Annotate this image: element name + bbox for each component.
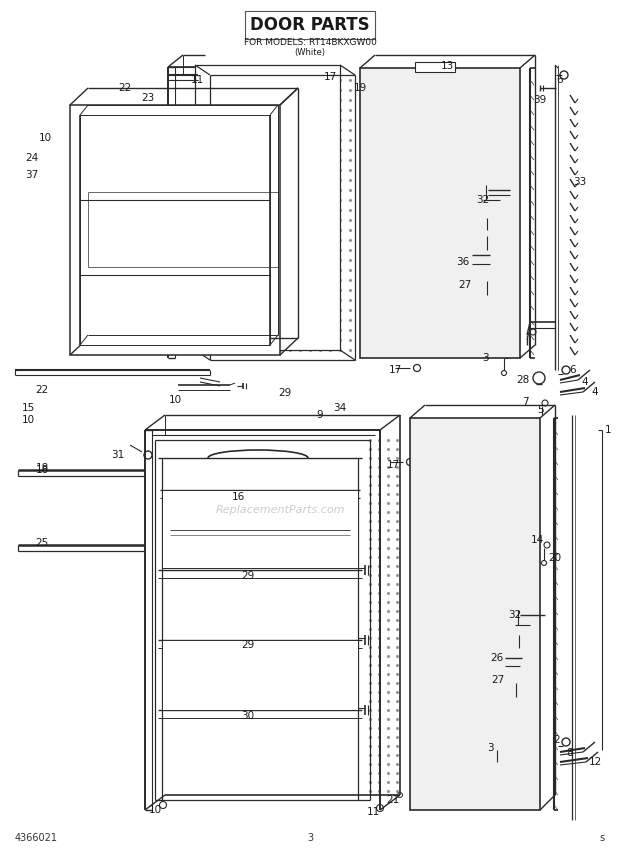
Text: 32: 32: [476, 195, 490, 205]
Text: 8: 8: [567, 748, 574, 758]
Text: 3: 3: [487, 743, 494, 753]
Text: (White): (White): [294, 47, 326, 56]
Circle shape: [533, 372, 545, 384]
Text: 6: 6: [570, 365, 577, 375]
Text: 29: 29: [241, 640, 255, 650]
Text: 10: 10: [38, 133, 51, 143]
Text: 33: 33: [574, 177, 587, 187]
Text: 27: 27: [492, 675, 505, 685]
Text: DOOR PARTS: DOOR PARTS: [250, 16, 370, 34]
Text: 16: 16: [231, 492, 245, 502]
Text: 15: 15: [21, 403, 35, 413]
Text: 29: 29: [241, 571, 255, 581]
Polygon shape: [162, 640, 358, 710]
Polygon shape: [70, 105, 280, 355]
Text: 3: 3: [482, 353, 489, 363]
Text: 25: 25: [35, 538, 48, 548]
Text: 17: 17: [324, 72, 337, 82]
Text: 11: 11: [190, 75, 203, 85]
Text: 23: 23: [141, 93, 154, 103]
Text: 19: 19: [353, 83, 366, 93]
Text: 21: 21: [386, 795, 400, 805]
Text: 4: 4: [591, 387, 598, 397]
Text: 22: 22: [35, 385, 48, 395]
Text: 17: 17: [388, 365, 402, 375]
Text: 4366021: 4366021: [15, 833, 58, 843]
Text: 39: 39: [533, 95, 547, 105]
Text: 1: 1: [604, 425, 611, 435]
Polygon shape: [360, 68, 520, 358]
Text: 13: 13: [440, 61, 454, 71]
Text: 30: 30: [241, 711, 255, 721]
Text: 18: 18: [35, 463, 48, 473]
Text: 22: 22: [118, 83, 131, 93]
Text: 32: 32: [508, 610, 521, 620]
Text: 4: 4: [582, 377, 588, 387]
Polygon shape: [415, 62, 455, 72]
Polygon shape: [410, 418, 540, 810]
Text: 17: 17: [386, 460, 400, 470]
Polygon shape: [195, 65, 340, 350]
Text: s: s: [600, 833, 605, 843]
Text: 12: 12: [588, 757, 601, 767]
Text: 9: 9: [317, 410, 323, 420]
Text: 20: 20: [549, 553, 562, 563]
Text: 10: 10: [148, 805, 162, 815]
Text: 27: 27: [458, 280, 472, 290]
Text: 31: 31: [112, 450, 125, 460]
Text: 34: 34: [334, 403, 347, 413]
Text: 28: 28: [516, 375, 529, 385]
Polygon shape: [162, 490, 358, 568]
Text: 26: 26: [490, 653, 503, 663]
Text: 6: 6: [557, 75, 564, 85]
Text: 18: 18: [35, 465, 48, 475]
Text: 3: 3: [307, 833, 313, 843]
Text: 10: 10: [169, 395, 182, 405]
Polygon shape: [80, 115, 270, 345]
Text: 29: 29: [278, 388, 291, 398]
Text: 2: 2: [554, 735, 560, 745]
Text: 14: 14: [530, 535, 544, 545]
Text: ReplacementParts.com: ReplacementParts.com: [215, 505, 345, 515]
Text: 36: 36: [456, 257, 469, 267]
Text: 37: 37: [25, 170, 38, 180]
Text: FOR MODELS: RT14BKXGW00: FOR MODELS: RT14BKXGW00: [244, 38, 376, 46]
Text: 10: 10: [22, 415, 35, 425]
Text: 5: 5: [537, 405, 543, 415]
Text: 7: 7: [521, 397, 528, 407]
Text: 24: 24: [25, 153, 38, 163]
Text: 11: 11: [366, 807, 379, 817]
